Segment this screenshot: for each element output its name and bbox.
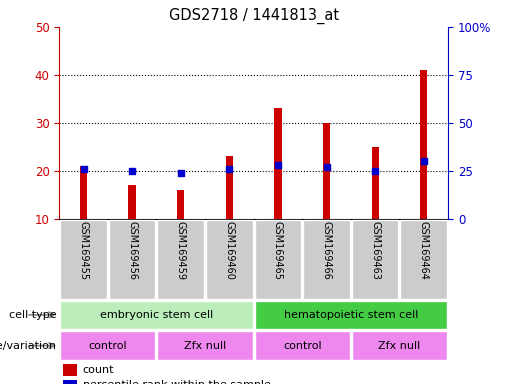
Point: [322, 164, 331, 170]
Text: GSM169464: GSM169464: [419, 221, 429, 280]
FancyBboxPatch shape: [158, 331, 253, 360]
Bar: [420, 70, 427, 219]
Text: GSM169463: GSM169463: [370, 221, 380, 280]
Text: hematopoietic stem cell: hematopoietic stem cell: [284, 310, 418, 320]
Bar: [274, 108, 282, 219]
Text: percentile rank within the sample: percentile rank within the sample: [82, 381, 270, 384]
Text: GSM169455: GSM169455: [78, 221, 89, 280]
Text: cell type: cell type: [9, 310, 57, 320]
FancyBboxPatch shape: [401, 220, 447, 299]
Title: GDS2718 / 1441813_at: GDS2718 / 1441813_at: [168, 8, 339, 24]
FancyBboxPatch shape: [60, 331, 156, 360]
Point: [420, 158, 428, 164]
Text: GSM169460: GSM169460: [225, 221, 234, 280]
Bar: [128, 185, 136, 219]
Text: GSM169456: GSM169456: [127, 221, 137, 280]
Bar: [226, 157, 233, 219]
Text: count: count: [82, 365, 114, 375]
Text: genotype/variation: genotype/variation: [0, 341, 57, 351]
Text: GSM169459: GSM169459: [176, 221, 186, 280]
FancyBboxPatch shape: [206, 220, 253, 299]
Point: [274, 162, 282, 168]
Point: [371, 168, 379, 174]
FancyBboxPatch shape: [352, 331, 447, 360]
Point: [177, 170, 185, 176]
Bar: [371, 147, 379, 219]
FancyBboxPatch shape: [254, 301, 447, 329]
FancyBboxPatch shape: [60, 301, 253, 329]
FancyBboxPatch shape: [352, 220, 399, 299]
Point: [79, 166, 88, 172]
FancyBboxPatch shape: [60, 220, 107, 299]
Bar: [80, 166, 87, 219]
Bar: [63, 364, 77, 376]
Bar: [177, 190, 184, 219]
Bar: [63, 379, 77, 384]
FancyBboxPatch shape: [303, 220, 350, 299]
Text: GSM169466: GSM169466: [321, 221, 332, 280]
Text: GSM169465: GSM169465: [273, 221, 283, 280]
Text: Zfx null: Zfx null: [184, 341, 226, 351]
Text: Zfx null: Zfx null: [379, 341, 421, 351]
Text: control: control: [283, 341, 321, 351]
Text: embryonic stem cell: embryonic stem cell: [100, 310, 213, 320]
Point: [225, 166, 233, 172]
FancyBboxPatch shape: [254, 220, 301, 299]
FancyBboxPatch shape: [254, 331, 350, 360]
FancyBboxPatch shape: [158, 220, 204, 299]
Bar: [323, 123, 330, 219]
Text: control: control: [89, 341, 127, 351]
FancyBboxPatch shape: [109, 220, 156, 299]
Point: [128, 168, 136, 174]
